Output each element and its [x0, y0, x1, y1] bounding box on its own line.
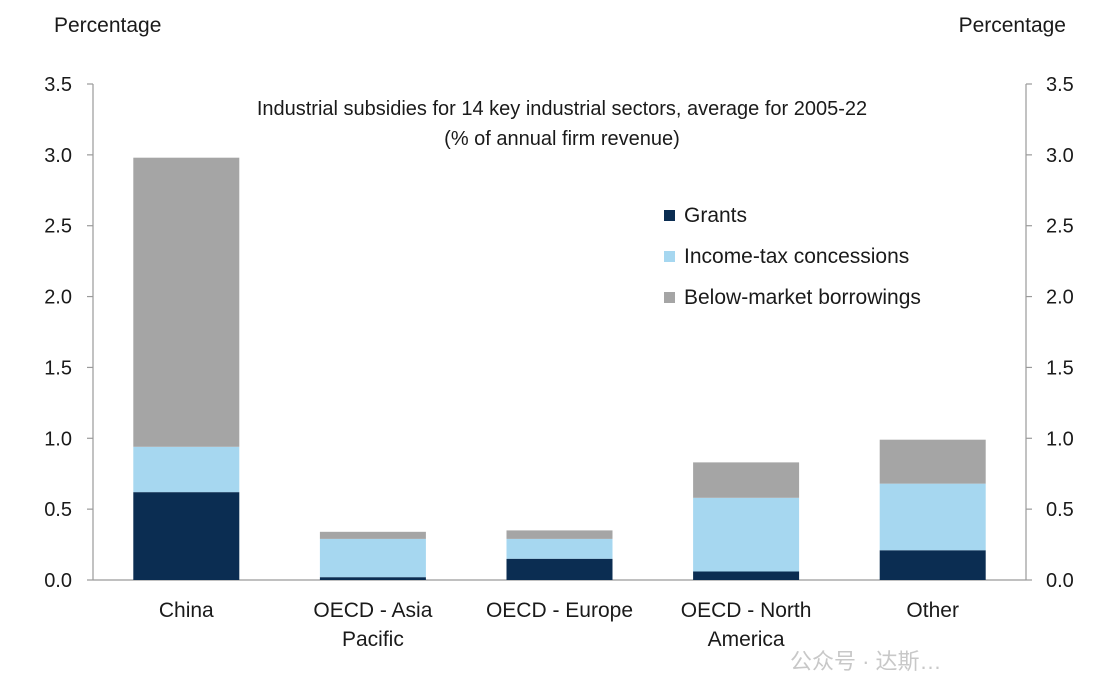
y-tick-label-left: 3.5 [44, 74, 72, 96]
bar-segment [133, 492, 240, 580]
y-tick-label-left: 3.0 [44, 145, 72, 167]
chart-title: Industrial subsidies for 14 key industri… [256, 98, 868, 120]
y-tick-label-right: 3.5 [1046, 74, 1074, 96]
bar-segment [319, 531, 426, 539]
bar-segment [879, 483, 986, 551]
legend-swatch-borrowings [664, 292, 675, 303]
legend-swatch-income-tax [664, 251, 675, 262]
x-tick-label: Other [906, 599, 959, 622]
y-tick-label-left: 1.5 [44, 357, 72, 379]
legend-item-income-tax: Income-tax concessions [664, 242, 921, 283]
y-tick-label-right: 3.0 [1046, 145, 1074, 167]
bar-segment [693, 571, 800, 580]
y-tick-label-right: 1.5 [1046, 357, 1074, 379]
x-tick-label: OECD - Europe [486, 599, 633, 622]
legend-label-borrowings: Below-market borrowings [684, 286, 921, 309]
y-tick-label-right: 2.0 [1046, 287, 1074, 309]
stacked-bar-chart: 0.0 0.0 0.5 0.5 1.0 1.0 1.5 1.5 2.0 2.0 2.5 2.5 3.0 3… [44, 74, 1074, 651]
legend-swatch-grants [664, 210, 675, 221]
x-tick-label: OECD - Asia Pacific [313, 599, 432, 651]
legend-label-income-tax: Income-tax concessions [684, 245, 910, 268]
legend-label-grants: Grants [684, 204, 748, 227]
bar-segment [506, 538, 613, 559]
legend: Grants Income-tax concessions Below-mark… [664, 201, 921, 324]
y-tick-label-left: 0.5 [44, 499, 72, 521]
y-tick-label-left: 2.5 [44, 216, 72, 238]
legend-item-borrowings: Below-market borrowings [664, 283, 921, 324]
bar-segment [879, 550, 986, 580]
bar-segment [693, 462, 800, 498]
bar-segment [506, 530, 613, 539]
y-tick-label-left: 2.0 [44, 287, 72, 309]
bar-segment [693, 497, 800, 572]
y-tick-label-right: 0.5 [1046, 499, 1074, 521]
chart-title-block: Industrial subsidies for 14 key industri… [100, 94, 1024, 154]
watermark: 公众号 · 达斯… [790, 649, 942, 674]
bar-segment [133, 446, 240, 493]
x-tick-label: China [159, 599, 214, 622]
bar-segment [506, 558, 613, 580]
bar-segment [319, 538, 426, 578]
y-tick-label-right: 1.0 [1046, 428, 1074, 450]
right-axis-unit: Percentage [958, 14, 1066, 37]
bar-segment [879, 439, 986, 484]
y-tick-label-left: 0.0 [44, 570, 72, 592]
y-tick-label-right: 0.0 [1046, 570, 1074, 592]
chart-subtitle: (% of annual firm revenue) [444, 128, 680, 150]
x-tick-label: OECD - North America [681, 599, 812, 651]
left-axis-unit: Percentage [54, 14, 162, 37]
y-tick-label-right: 2.5 [1046, 216, 1074, 238]
bar-segment [133, 157, 240, 447]
legend-item-grants: Grants [664, 201, 921, 242]
y-tick-label-left: 1.0 [44, 428, 72, 450]
bar-segment [319, 577, 426, 580]
